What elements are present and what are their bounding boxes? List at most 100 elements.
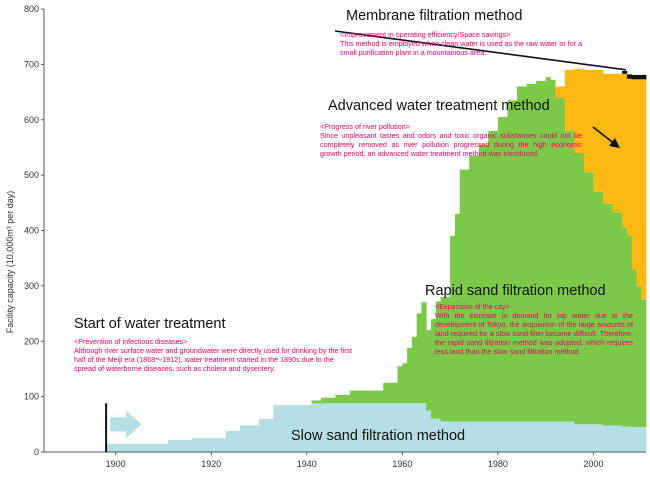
slow-sand-area-step bbox=[454, 421, 461, 452]
rapid-body: With the increase in demand for tap wate… bbox=[435, 311, 633, 356]
slow-sand-area-step bbox=[426, 410, 432, 452]
slow-sand-area-step bbox=[273, 404, 312, 452]
rapid-sand-area-step bbox=[335, 394, 351, 404]
slow-sand-area-step bbox=[536, 421, 547, 452]
annotation-advanced: Advanced water treatment method <Progres… bbox=[320, 98, 600, 158]
rapid-sand-area-step bbox=[440, 296, 451, 422]
rapid-sand-area-step bbox=[536, 80, 547, 422]
rapid-sand-area-step bbox=[550, 79, 556, 422]
membrane-title: Membrane filtration method bbox=[346, 8, 523, 24]
slow-sand-area-step bbox=[450, 421, 456, 452]
rapid-sand-area-step bbox=[383, 382, 398, 404]
slow-sand-area-step bbox=[440, 421, 451, 452]
slow-sand-area-step bbox=[349, 403, 384, 452]
slow-sand-area-step bbox=[631, 427, 637, 452]
rapid-sand-area-step bbox=[431, 319, 437, 419]
advanced-treatment-area-step bbox=[636, 79, 642, 286]
rapid-sand-area-step bbox=[507, 100, 518, 422]
rapid-sand-area-step bbox=[450, 236, 456, 422]
slow-sand-area-step bbox=[478, 421, 489, 452]
advanced-treatment-area-step bbox=[626, 78, 633, 236]
slow-sand-area-step bbox=[321, 403, 336, 452]
annotation-rapid: Rapid sand filtration method <Expansion … bbox=[425, 283, 635, 356]
slow-sand-area-step bbox=[407, 403, 413, 452]
x-tick-label: 1940 bbox=[297, 459, 317, 469]
rapid-sand-area-step bbox=[407, 347, 413, 404]
chart-markers bbox=[105, 30, 627, 452]
slow-sand-area-step bbox=[612, 425, 623, 452]
slow-sand-area-step bbox=[564, 421, 575, 452]
slow-sand-area-step bbox=[402, 403, 408, 452]
slow-sand-area-step bbox=[583, 424, 594, 452]
slow-sand-area-step bbox=[239, 425, 260, 452]
slow-sand-area-step bbox=[421, 403, 427, 452]
advanced-treatment-area-step bbox=[641, 79, 647, 300]
y-tick-label: 0 bbox=[34, 447, 39, 457]
slow-sand-area-step bbox=[225, 430, 241, 452]
advanced-body: Since unpleasant tastes and odors and to… bbox=[320, 131, 582, 158]
rapid-sand-area-step bbox=[421, 302, 427, 404]
membrane-filtration-area-step bbox=[626, 74, 633, 79]
slow-sand-area-step bbox=[488, 421, 499, 452]
rapid-sand-area-step bbox=[416, 313, 422, 404]
slow-sand-area-step bbox=[545, 421, 551, 452]
y-tick-label: 500 bbox=[24, 170, 39, 180]
slow-sand-area-step bbox=[459, 421, 470, 452]
rapid-sand-area-step bbox=[397, 366, 403, 404]
rapid-sand-area-step bbox=[488, 130, 499, 422]
slow-sand-area-step bbox=[431, 418, 437, 452]
start-title: Start of water treatment bbox=[74, 316, 226, 332]
annotation-slow: Slow sand filtration method bbox=[291, 428, 465, 444]
rapid-sand-area-step bbox=[435, 301, 441, 419]
membrane-filtration-area-step bbox=[641, 74, 647, 80]
y-tick-label: 800 bbox=[24, 4, 39, 14]
y-tick-label: 600 bbox=[24, 115, 39, 125]
x-tick-label: 1960 bbox=[392, 459, 412, 469]
slow-sand-area-step bbox=[168, 439, 193, 452]
rapid-sand-area-step bbox=[517, 86, 527, 422]
rapid-sand-area-step bbox=[603, 203, 613, 426]
membrane-heading: <Improvement in operating efficiency/Spa… bbox=[340, 30, 511, 39]
rapid-sand-area-step bbox=[478, 144, 489, 422]
slow-title: Slow sand filtration method bbox=[291, 428, 466, 444]
slow-sand-area-step bbox=[469, 421, 480, 452]
advanced-heading: <Progress of river pollution> bbox=[320, 122, 410, 131]
axes: 0 100 200 300 400 500 600 700 800 1900 1920 1940 196… bbox=[24, 4, 646, 469]
x-tick-label: 1980 bbox=[488, 459, 508, 469]
start-body: Although river surface water and groundw… bbox=[74, 346, 353, 373]
advanced-treatment-area-step bbox=[574, 68, 585, 153]
membrane-body: This method is employed when clean water… bbox=[340, 39, 583, 57]
advanced-pointer-arrowhead bbox=[609, 138, 620, 148]
annotation-start: Start of water treatment <Prevention of … bbox=[74, 316, 364, 373]
rapid-title: Rapid sand filtration method bbox=[425, 283, 606, 299]
advanced-treatment-area-step bbox=[564, 69, 575, 131]
y-tick-label: 700 bbox=[24, 59, 39, 69]
membrane-filtration-area-step bbox=[622, 71, 628, 74]
rapid-sand-area-step bbox=[636, 285, 642, 428]
slow-sand-area-step bbox=[526, 421, 537, 452]
slow-sand-area-step bbox=[192, 438, 226, 452]
rapid-sand-area-step bbox=[459, 169, 470, 422]
slow-sand-area-step bbox=[622, 426, 628, 452]
slow-sand-area-step bbox=[641, 427, 647, 452]
rapid-sand-area-step bbox=[622, 227, 628, 427]
advanced-treatment-area-step bbox=[612, 73, 623, 213]
advanced-title: Advanced water treatment method bbox=[328, 98, 550, 114]
rapid-sand-area-step bbox=[593, 191, 604, 425]
y-axis-label: Facility capacity (10,000m³ per day) bbox=[5, 191, 15, 334]
start-arrow bbox=[108, 406, 145, 443]
slow-sand-area-step bbox=[550, 421, 556, 452]
x-tick-label: 2000 bbox=[583, 459, 603, 469]
y-tick-label: 200 bbox=[24, 336, 39, 346]
rapid-sand-area-step bbox=[411, 336, 418, 404]
slow-sand-area-step bbox=[507, 421, 518, 452]
membrane-filtration-area-step bbox=[636, 74, 642, 80]
rapid-sand-area-step bbox=[626, 235, 633, 427]
slow-sand-area-step bbox=[259, 418, 274, 452]
rapid-sand-area-step bbox=[641, 299, 647, 428]
slow-sand-area-step bbox=[383, 403, 398, 452]
rapid-sand-area-step bbox=[349, 390, 384, 404]
advanced-treatment-area-step bbox=[631, 79, 637, 270]
rapid-sand-area-step bbox=[555, 97, 566, 422]
